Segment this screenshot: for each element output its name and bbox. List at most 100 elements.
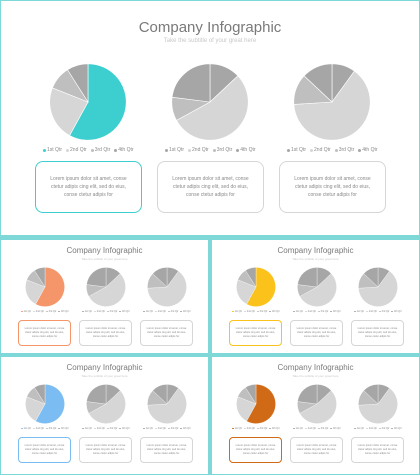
legend-item: 2nd Qtr	[155, 310, 166, 313]
legend-label: 3rd Qtr	[94, 147, 111, 153]
legend-label: 3rd Qtr	[109, 310, 118, 313]
legend-item: 3rd Qtr	[379, 310, 389, 313]
legend-2: 1st Qtr 2nd Qtr 3rd Qtr 4th Qtr	[82, 310, 130, 313]
legend-label: 2nd Qtr	[96, 427, 106, 430]
legend-item: 4th Qtr	[119, 427, 130, 430]
legend-item: 2nd Qtr	[310, 147, 331, 153]
legend-dot-icon	[119, 310, 122, 313]
text-box-3: Lorem ipsum dolor sit amet, conse ctetur…	[351, 320, 404, 346]
legend-label: 3rd Qtr	[338, 147, 355, 153]
slide-thumbnail-3[interactable]: Company Infographic Take the subtitle of…	[1, 357, 208, 474]
legend-item: 1st Qtr	[21, 310, 31, 313]
legend-dot-icon	[257, 310, 259, 313]
legend-label: 1st Qtr	[23, 310, 32, 313]
slide-subtitle: Take the subtitle of your great here	[81, 374, 128, 378]
legend-dot-icon	[58, 310, 61, 313]
pie-svg	[147, 384, 187, 424]
legend-label: 2nd Qtr	[307, 427, 317, 430]
pie-svg	[49, 63, 127, 141]
legend-label: 3rd Qtr	[259, 310, 268, 313]
text-box-3: Lorem ipsum dolor sit amet, conse ctetur…	[140, 320, 193, 346]
legend-label: 1st Qtr	[84, 310, 93, 313]
slice-4th-qtr	[152, 384, 168, 405]
text-box-1: Lorem ipsum dolor sit amet, conse ctetur…	[18, 437, 71, 463]
legend-label: 3rd Qtr	[170, 310, 179, 313]
legend-dot-icon	[107, 427, 109, 430]
legend-label: 4th Qtr	[61, 310, 69, 313]
legend-1: 1st Qtr 2nd Qtr 3rd Qtr 4th Qtr	[232, 427, 280, 430]
slice-2nd-qtr	[358, 387, 398, 424]
legend-label: 4th Qtr	[333, 310, 341, 313]
slide-thumbnail-2[interactable]: Company Infographic Take the subtitle of…	[212, 240, 419, 353]
legend-label: 3rd Qtr	[381, 310, 390, 313]
pie-chart-1	[25, 267, 65, 307]
pie-svg	[297, 384, 337, 424]
legend-label: 3rd Qtr	[259, 427, 268, 430]
slice-4th-qtr	[245, 384, 257, 405]
legend-dot-icon	[366, 310, 368, 313]
text-box-content: Lorem ipsum dolor sit amet, conse ctetur…	[235, 327, 276, 338]
pie-chart-1	[236, 267, 276, 307]
legend-label: 2nd Qtr	[35, 427, 45, 430]
legend-dot-icon	[269, 310, 272, 313]
legend-dot-icon	[66, 148, 70, 152]
legend-item: 4th Qtr	[119, 310, 130, 313]
slide-title: Company Infographic	[277, 363, 354, 372]
legend-label: 4th Qtr	[272, 427, 280, 430]
legend-dot-icon	[155, 427, 157, 430]
legend-item: 2nd Qtr	[94, 427, 105, 430]
slide-title: Company Infographic	[66, 363, 143, 372]
legend-dot-icon	[232, 427, 234, 430]
slice-2nd-qtr	[176, 75, 249, 141]
slide-thumbnail-1[interactable]: Company Infographic Take the subtitle of…	[1, 240, 208, 353]
legend-item: 1st Qtr	[232, 427, 242, 430]
slice-4th-qtr	[245, 267, 257, 288]
legend-dot-icon	[305, 310, 307, 313]
legend-dot-icon	[293, 310, 295, 313]
slide-thumbnail-4[interactable]: Company Infographic Take the subtitle of…	[212, 357, 419, 474]
legend-dot-icon	[257, 427, 259, 430]
legend-2: 1st Qtr 2nd Qtr 3rd Qtr 4th Qtr	[293, 427, 341, 430]
legend-3: 1st Qtr 2nd Qtr 3rd Qtr 4th Qtr	[354, 427, 402, 430]
text-box-content: Lorem ipsum dolor sit amet, conse ctetur…	[24, 327, 65, 338]
legend-dot-icon	[391, 310, 394, 313]
text-box-2: Lorem ipsum dolor sit amet, conse ctetur…	[79, 437, 132, 463]
slice-2nd-qtr	[293, 70, 371, 141]
legend-item: 4th Qtr	[58, 310, 69, 313]
slice-1st-qtr	[35, 384, 65, 424]
legend-dot-icon	[244, 310, 246, 313]
pie-svg	[297, 267, 337, 307]
text-box-1: Lorem ipsum dolor sit amet, conse ctetur…	[229, 437, 282, 463]
legend-label: 2nd Qtr	[307, 310, 317, 313]
text-box-content: Lorem ipsum dolor sit amet, conse ctetur…	[235, 444, 276, 455]
legend-item: 4th Qtr	[391, 427, 402, 430]
legend-item: 1st Qtr	[287, 147, 306, 153]
slice-2nd-qtr	[88, 273, 126, 307]
text-box-2: Lorem ipsum dolor sit amet, conse ctetur…	[79, 320, 132, 346]
text-box-content: Lorem ipsum dolor sit amet, conse ctetur…	[146, 444, 187, 455]
slide-subtitle: Take the subtitle of your great here	[292, 257, 339, 261]
legend-dot-icon	[119, 427, 122, 430]
slice-4th-qtr	[297, 384, 318, 405]
legend-item: 3rd Qtr	[257, 427, 267, 430]
legend-label: 4th Qtr	[183, 310, 191, 313]
legend-label: 4th Qtr	[240, 147, 256, 153]
legend-label: 3rd Qtr	[170, 427, 179, 430]
legend-label: 1st Qtr	[145, 427, 154, 430]
slide-main[interactable]: Company Infographic Take the subtitle of…	[1, 1, 419, 235]
legend-dot-icon	[180, 310, 183, 313]
legend-dot-icon	[318, 427, 320, 430]
legend-label: 2nd Qtr	[157, 310, 167, 313]
text-box-content: Lorem ipsum dolor sit amet, conse ctetur…	[172, 176, 249, 198]
legend-label: 2nd Qtr	[246, 427, 256, 430]
legend-label: 2nd Qtr	[368, 310, 378, 313]
legend-label: 3rd Qtr	[216, 147, 233, 153]
slice-4th-qtr	[363, 384, 379, 405]
text-box-content: Lorem ipsum dolor sit amet, conse ctetur…	[50, 176, 127, 198]
legend-dot-icon	[366, 427, 368, 430]
legend-label: 4th Qtr	[272, 310, 280, 313]
legend-item: 2nd Qtr	[94, 310, 105, 313]
text-box-1: Lorem ipsum dolor sit amet, conse ctetur…	[18, 320, 71, 346]
legend-item: 3rd Qtr	[168, 427, 178, 430]
legend-item: 3rd Qtr	[90, 147, 111, 153]
